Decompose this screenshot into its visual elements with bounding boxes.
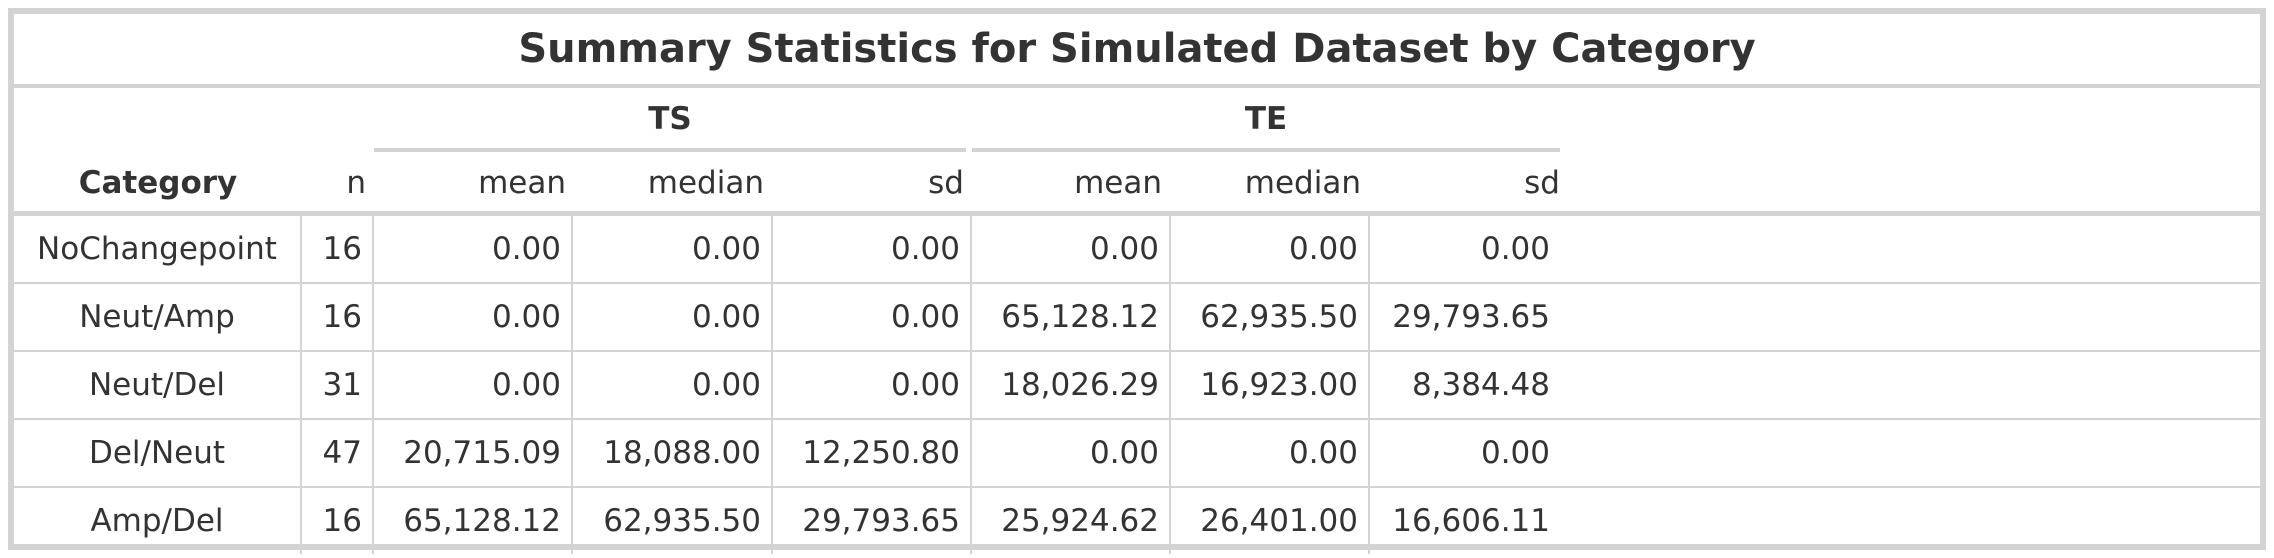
spanner-ts: TS: [648, 101, 692, 137]
cell-te-sd: 29,793.65: [1392, 299, 1550, 335]
cell-te-median: 0.00: [1171, 420, 1370, 486]
cell-ts-median: 0.00: [573, 216, 773, 282]
col-header-ts-mean: mean: [478, 165, 566, 201]
spanner-te-rule: [972, 148, 1560, 152]
cell-ts-mean: 65,128.12: [374, 488, 573, 554]
cell-te-median: 16,923.00: [1171, 352, 1370, 418]
cell-ts-mean: 0.00: [374, 216, 573, 282]
col-header-te-median: median: [1244, 165, 1361, 201]
title-divider: [14, 84, 2260, 88]
cell-te-mean: 25,924.62: [972, 488, 1171, 554]
col-header-n: n: [346, 165, 366, 201]
cell-ts-median: 18,088.00: [573, 420, 773, 486]
cell-ts-sd: 0.00: [773, 284, 972, 350]
cell-ts-mean: 20,715.09: [374, 420, 573, 486]
table-row: Del/Neut 47 20,715.09 18,088.00 12,250.80 0.0…: [14, 420, 2260, 488]
table-row: NoChangepoint 16 0.00 0.00 0.00 0.00 0.00 0.00: [14, 216, 2260, 284]
col-header-ts-sd: sd: [928, 165, 964, 201]
cell-ts-mean: 0.00: [374, 284, 573, 350]
col-header-te-sd: sd: [1524, 165, 1560, 201]
cell-te-sd: 8,384.48: [1411, 367, 1550, 403]
cell-category: NoChangepoint: [14, 216, 302, 282]
header-divider: [14, 211, 2260, 216]
cell-n: 31: [302, 352, 374, 418]
table-row: Neut/Amp 16 0.00 0.00 0.00 65,128.12 62,935.50…: [14, 284, 2260, 352]
table-body: NoChangepoint 16 0.00 0.00 0.00 0.00 0.00 0.00 N…: [14, 216, 2260, 556]
cell-n: 16: [302, 488, 374, 554]
cell-te-median: 62,935.50: [1171, 284, 1370, 350]
cell-ts-mean: 0.00: [374, 352, 573, 418]
spanner-te: TE: [1244, 101, 1288, 137]
col-header-ts-median: median: [647, 165, 764, 201]
cell-ts-median: 0.00: [573, 284, 773, 350]
col-header-category: Category: [78, 165, 238, 201]
cell-ts-median: 62,935.50: [573, 488, 773, 554]
cell-n: 16: [302, 216, 374, 282]
table-row: Neut/Del 31 0.00 0.00 0.00 18,026.29 16,923.00…: [14, 352, 2260, 420]
cell-te-mean: 0.00: [972, 420, 1171, 486]
cell-te-mean: 0.00: [972, 216, 1171, 282]
col-header-te-mean: mean: [1074, 165, 1162, 201]
cell-te-sd: 0.00: [1480, 231, 1550, 267]
cell-category: Neut/Amp: [14, 284, 302, 350]
cell-te-sd: 0.00: [1480, 435, 1550, 471]
cell-category: Neut/Del: [14, 352, 302, 418]
cell-ts-sd: 0.00: [773, 216, 972, 282]
spanner-ts-rule: [374, 148, 966, 152]
cell-category: Del/Neut: [14, 420, 302, 486]
cell-n: 16: [302, 284, 374, 350]
cell-te-sd: 16,606.11: [1392, 503, 1550, 539]
cell-te-mean: 65,128.12: [972, 284, 1171, 350]
cell-te-median: 0.00: [1171, 216, 1370, 282]
cell-te-mean: 18,026.29: [972, 352, 1171, 418]
cell-ts-sd: 12,250.80: [773, 420, 972, 486]
table-title: Summary Statistics for Simulated Dataset…: [518, 26, 1756, 72]
cell-ts-sd: 29,793.65: [773, 488, 972, 554]
cell-ts-sd: 0.00: [773, 352, 972, 418]
summary-table: Summary Statistics for Simulated Dataset…: [8, 8, 2266, 554]
table-row: Amp/Del 16 65,128.12 62,935.50 29,793.65 25,9…: [14, 488, 2260, 556]
cell-n: 47: [302, 420, 374, 486]
cell-ts-median: 0.00: [573, 352, 773, 418]
cell-category: Amp/Del: [14, 488, 302, 554]
cell-te-median: 26,401.00: [1171, 488, 1370, 554]
